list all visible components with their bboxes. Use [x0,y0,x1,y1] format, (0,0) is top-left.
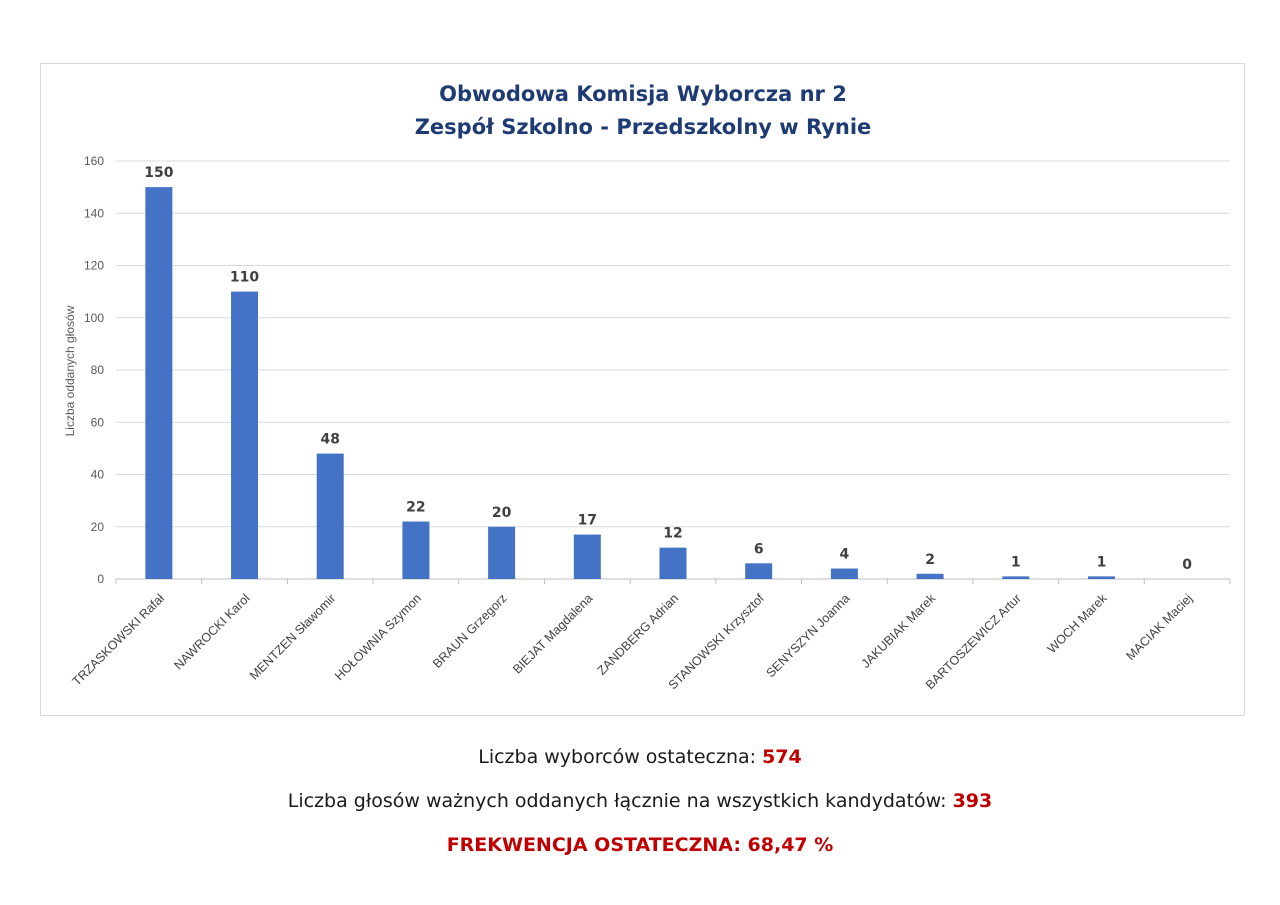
y-tick-label: 40 [91,468,105,482]
data-label: 150 [144,165,173,181]
category-label: BRAUN Grzegorz [430,591,510,671]
valid-votes-value: 393 [952,790,993,812]
bar [1002,576,1030,579]
data-label: 6 [754,541,764,557]
bar-chart: Obwodowa Komisja Wyborcza nr 2 Zespół Sz… [63,82,1231,693]
y-tick-label: 20 [91,520,105,534]
category-label: MACIAK Maciej [1123,591,1195,663]
data-label: 1 [1011,554,1021,570]
bar [402,521,430,579]
voters-summary: Liczba wyborców ostateczna: 574 [0,746,1280,768]
bar [573,534,601,579]
data-label: 4 [840,547,850,563]
data-label: 2 [925,552,935,568]
data-label: 22 [406,500,425,516]
data-label: 1 [1097,554,1107,570]
gridlines [115,160,1231,584]
chart-title-line-1: Obwodowa Komisja Wyborcza nr 2 [439,82,847,106]
bar [916,573,944,579]
y-tick-label: 100 [84,311,104,325]
data-label: 0 [1182,557,1192,573]
chart-frame: Obwodowa Komisja Wyborcza nr 2 Zespół Sz… [40,63,1245,716]
category-label: STANOWSKI Krzysztof [666,591,767,692]
category-label: ZANDBERG Adrian [595,591,682,678]
turnout-summary: FREKWENCJA OSTATECZNA: 68,47 % [446,834,834,856]
bar [145,187,173,579]
y-tick-label: 160 [84,154,104,168]
category-label: SENYSZYN Joanna [764,591,853,680]
data-label: 110 [230,270,259,286]
valid-votes-summary: Liczba głosów ważnych oddanych łącznie n… [0,790,1280,812]
category-label: WOCH Marek [1045,591,1110,656]
category-label: BARTOSZEWICZ Artur [923,591,1024,692]
data-label: 48 [320,432,339,448]
bar [745,563,773,579]
y-tick-label: 0 [97,572,104,586]
chart-title-line-2: Zespół Szkolno - Przedszkolny w Rynie [415,115,872,139]
y-tick-label: 80 [91,363,105,377]
category-label: MENTZEN Sławomir [247,591,338,682]
y-tick-label: 60 [91,415,105,429]
valid-votes-label: Liczba głosów ważnych oddanych łącznie n… [287,790,953,812]
y-axis-label: Liczba oddanych głosów [63,305,77,436]
y-tick-label: 120 [84,259,104,273]
data-label: 17 [578,513,597,529]
bar [830,568,858,579]
y-tick-labels: 0 20 40 60 80 100 120 140 160 [84,154,104,586]
category-label: HOŁOWNIA Szymon [332,591,424,683]
bar [1087,576,1115,579]
bar [316,453,344,579]
category-label: JAKUBIAK Marek [859,591,939,671]
data-label: 12 [663,526,682,542]
bar [659,547,687,579]
bar [488,526,516,579]
category-label: BIEJAT Magdalena [510,591,595,676]
bars [145,187,1115,579]
y-tick-label: 140 [84,206,104,220]
voters-value: 574 [762,746,802,768]
data-label: 20 [492,505,512,521]
voters-label: Liczba wyborców ostateczna: [478,746,763,768]
category-label: TRZASKOWSKI Rafał [70,591,167,688]
bar [231,291,259,579]
category-label: NAWROCKI Karol [171,591,252,672]
